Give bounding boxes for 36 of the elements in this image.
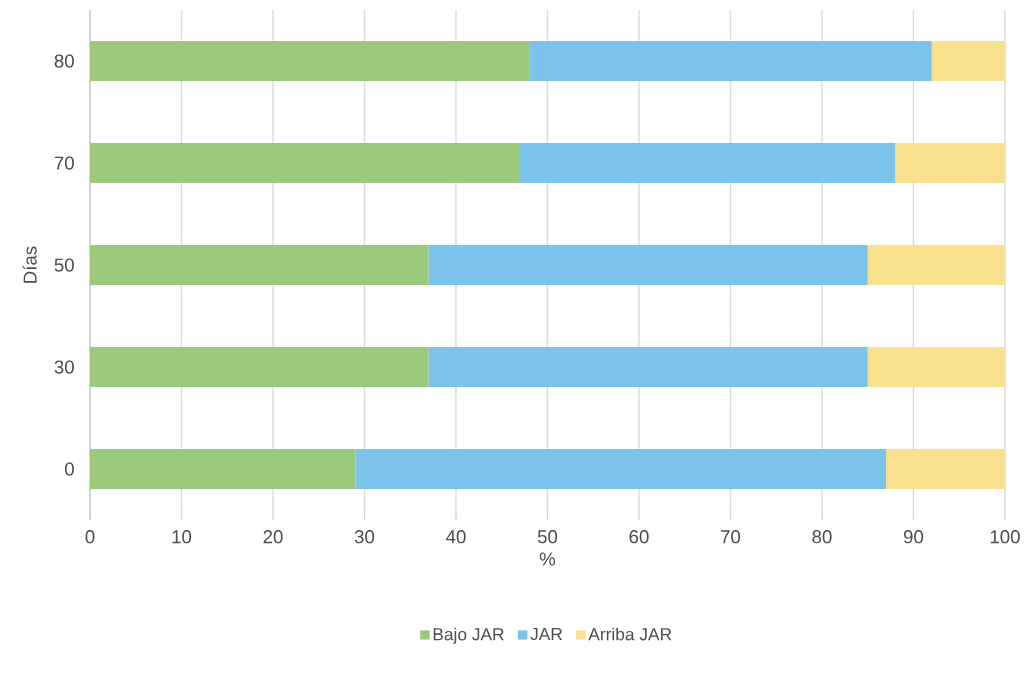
x-tick-label: 100 — [990, 530, 1020, 544]
bar — [355, 449, 886, 490]
y-tick-label: 80 — [54, 54, 74, 68]
bar — [520, 143, 896, 184]
x-tick-label: 40 — [446, 530, 466, 544]
x-tick-label: 20 — [263, 530, 283, 544]
bar — [931, 41, 1005, 82]
x-tick-label: 60 — [629, 530, 649, 544]
x-tick-label: 80 — [812, 530, 832, 544]
bar — [867, 245, 1005, 286]
y-tick-label: 70 — [54, 156, 74, 170]
legend-label: JAR — [530, 627, 563, 641]
legend-label: Arriba JAR — [588, 627, 672, 641]
bar — [428, 347, 868, 388]
bar — [90, 143, 521, 184]
legend-label: Bajo JAR — [433, 627, 504, 644]
bar — [90, 41, 530, 82]
x-tick-label: 70 — [721, 530, 741, 544]
bar — [895, 143, 1005, 184]
bar — [90, 347, 429, 388]
bar — [90, 449, 356, 490]
x-axis-title: % — [539, 552, 556, 566]
bar — [867, 347, 1005, 388]
bar — [90, 245, 429, 286]
bar — [886, 449, 1005, 490]
y-tick-label: 50 — [54, 258, 74, 272]
y-tick-label: 0 — [64, 462, 74, 476]
y-tick-label: 30 — [54, 360, 74, 374]
x-tick-label: 0 — [85, 530, 95, 544]
bar — [428, 245, 868, 286]
x-tick-label: 90 — [903, 530, 924, 544]
y-axis-title: Días — [22, 246, 37, 283]
x-tick-label: 10 — [172, 530, 192, 544]
x-tick-label: 30 — [354, 530, 375, 544]
bar — [529, 41, 932, 82]
x-tick-label: 50 — [537, 530, 558, 544]
